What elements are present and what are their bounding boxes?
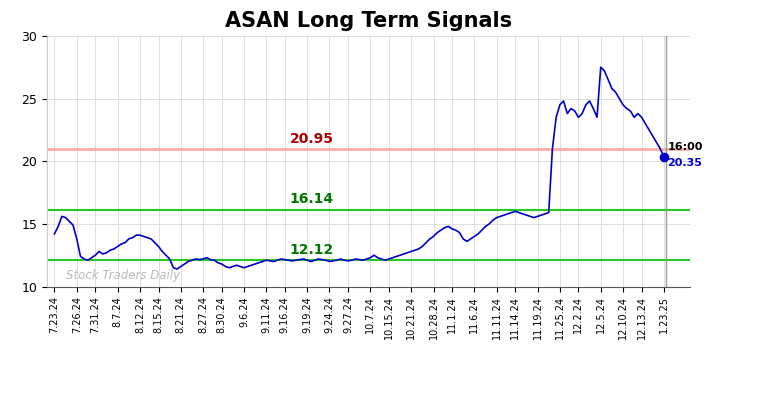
Title: ASAN Long Term Signals: ASAN Long Term Signals (225, 12, 512, 31)
Text: Stock Traders Daily: Stock Traders Daily (66, 269, 180, 281)
Text: 20.35: 20.35 (668, 158, 702, 168)
Text: 16.14: 16.14 (290, 193, 334, 207)
Text: 20.95: 20.95 (290, 132, 334, 146)
Text: 16:00: 16:00 (668, 142, 703, 152)
Point (658, 154, 670, 160)
Text: 12.12: 12.12 (290, 243, 334, 257)
